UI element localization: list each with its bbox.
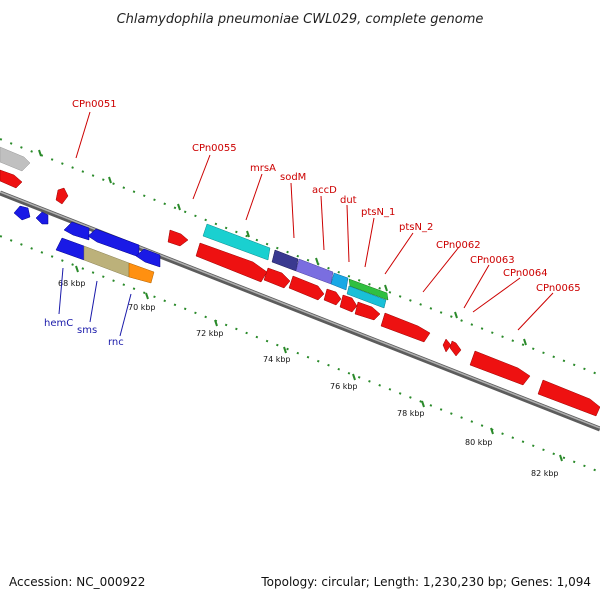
gene-red-2[interactable] — [263, 267, 291, 289]
gene-cpn0055[interactable] — [167, 229, 189, 247]
tick-label-76: 76 kbp — [330, 382, 358, 391]
label-accd: accD — [312, 185, 337, 196]
gene-cpn0065[interactable] — [469, 350, 531, 386]
map-title: Chlamydophila pneumoniae CWL029, complet… — [117, 12, 484, 27]
gene-red-left[interactable] — [0, 169, 23, 189]
forward-label-leaders — [75, 111, 554, 331]
gene-grey[interactable] — [0, 146, 31, 172]
gene-red-1[interactable] — [195, 242, 268, 283]
label-cpn0055: CPn0055 — [192, 143, 237, 154]
label-cpn0051: CPn0051 — [72, 99, 117, 110]
gene-cpn0063[interactable] — [442, 338, 452, 353]
label-rnc: rnc — [108, 337, 124, 348]
gene-cpn0062[interactable] — [380, 312, 431, 343]
gene-blue-small-2[interactable] — [35, 211, 49, 225]
scale-ticks — [75, 265, 563, 462]
reverse-gene-labels: hemC sms rnc — [44, 318, 124, 348]
accession-text: Accession: NC_000922 — [9, 575, 145, 589]
scale-labels: 68 kbp 70 kbp 72 kbp 74 kbp 76 kbp 78 kb… — [58, 279, 559, 478]
tick-label-78: 78 kbp — [397, 409, 425, 418]
label-cpn0062: CPn0062 — [436, 240, 481, 251]
label-mrsa: mrsA — [250, 163, 276, 174]
gene-red-6[interactable] — [354, 301, 381, 321]
tick-label-74: 74 kbp — [263, 355, 291, 364]
forward-gene-labels: CPn0051 CPn0055 mrsA sodM accD dut ptsN_… — [72, 99, 581, 294]
gene-sodm[interactable] — [271, 249, 299, 272]
tick-label-72: 72 kbp — [196, 329, 224, 338]
genome-backbone — [0, 190, 600, 432]
reverse-label-leaders — [58, 267, 132, 337]
gene-mrsa[interactable] — [202, 223, 271, 261]
gene-blue-3[interactable] — [135, 248, 161, 268]
gene-hemc[interactable] — [55, 237, 85, 261]
gene-ptsn-2[interactable] — [346, 285, 387, 309]
label-sms: sms — [77, 325, 97, 336]
genome-summary-text: Topology: circular; Length: 1,230,230 bp… — [260, 575, 591, 589]
gene-ptsn-1[interactable] — [348, 278, 389, 301]
label-cpn0064: CPn0064 — [503, 268, 548, 279]
genome-backbone-highlight — [0, 191, 600, 429]
label-sodm: sodM — [280, 172, 306, 183]
gene-red-5[interactable] — [339, 294, 358, 313]
label-cpn0063: CPn0063 — [470, 255, 515, 266]
gene-rnc[interactable] — [128, 262, 155, 284]
gene-red-right[interactable] — [537, 379, 600, 417]
gene-dut[interactable] — [330, 272, 349, 291]
label-hemc: hemC — [44, 318, 73, 329]
gene-red-3[interactable] — [288, 275, 325, 301]
label-dut: dut — [340, 195, 357, 206]
tick-label-68: 68 kbp — [58, 279, 86, 288]
gene-blue-1[interactable] — [63, 221, 90, 241]
gene-red-4[interactable] — [323, 288, 342, 306]
tick-label-80: 80 kbp — [465, 438, 493, 447]
tick-label-82: 82 kbp — [531, 469, 559, 478]
label-cpn0065: CPn0065 — [536, 283, 581, 294]
label-ptsn-1: ptsN_1 — [361, 207, 395, 218]
gene-cpn0051[interactable] — [55, 187, 69, 205]
gene-blue-2[interactable] — [87, 228, 140, 258]
gene-blue-small-1[interactable] — [13, 205, 31, 221]
label-ptsn-2: ptsN_2 — [399, 222, 433, 233]
gene-cpn0064[interactable] — [449, 340, 462, 357]
tick-label-70: 70 kbp — [128, 303, 156, 312]
outer-track-ticks — [38, 149, 527, 346]
